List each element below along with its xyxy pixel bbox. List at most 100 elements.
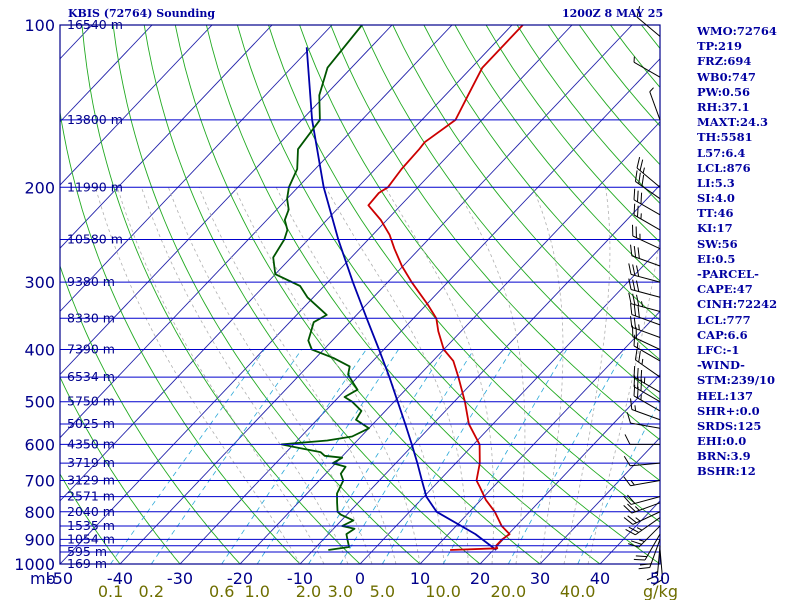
wind-barb-flag — [628, 526, 639, 533]
wind-barb-flag — [636, 280, 640, 292]
index-item: LCL:876 — [697, 160, 751, 175]
wind-barb-shaft — [659, 549, 664, 580]
index-item: KI:17 — [697, 221, 733, 236]
wind-barb-flag — [639, 563, 652, 566]
wind-barb-shaft — [633, 376, 661, 393]
wind-barb-shaft — [633, 395, 661, 412]
pressure-tick-label: 500 — [24, 393, 55, 412]
dry-adiabat-line — [81, 25, 361, 564]
isotherm-line — [359, 247, 660, 564]
mixing-ratio-line — [577, 399, 660, 564]
wind-barb — [633, 365, 661, 393]
wind-barb-flag — [638, 539, 645, 542]
moist-adiabat-line — [168, 187, 373, 564]
moist-adiabat-line — [117, 187, 325, 564]
wind-barb — [623, 455, 661, 467]
wind-barb-shaft — [633, 199, 661, 216]
wind-barb-shaft — [633, 345, 661, 362]
isotherm-line — [60, 25, 273, 249]
wind-barb-shaft — [631, 255, 661, 267]
isotherm-line — [419, 310, 660, 564]
height-label: 2040 m — [67, 504, 115, 519]
wind-barb-flag — [639, 159, 644, 171]
wind-barb-flag — [646, 575, 658, 581]
wind-barb-flag — [636, 367, 639, 380]
wind-barb — [623, 502, 661, 514]
mixing-ratio-label: 2.0 — [296, 582, 321, 600]
wind-barb-flag — [630, 316, 633, 328]
wind-barb — [633, 203, 661, 231]
pressure-tick-label: 1000 — [14, 555, 55, 574]
wind-barb-flag — [625, 528, 636, 536]
temperature-tick-label: -10 — [287, 569, 313, 588]
isotherm-line — [179, 58, 660, 564]
wind-barb-flag — [623, 505, 633, 514]
mixing-ratio-line — [339, 349, 475, 564]
wind-barb — [625, 517, 661, 536]
wind-barb-flag — [638, 567, 650, 570]
parcel-trace-line — [305, 47, 497, 551]
isotherm-line — [239, 121, 660, 564]
dry-adiabat-line — [112, 25, 421, 564]
pressure-tick-label: 900 — [24, 530, 55, 549]
pressure-tick-label: 100 — [24, 16, 55, 35]
station-title: KBIS (72764) Sounding — [68, 7, 216, 20]
height-label: 1535 m — [67, 518, 115, 533]
wind-barb-flag — [630, 480, 635, 486]
wind-barb-shaft — [636, 16, 661, 37]
height-label: 8330 m — [67, 310, 115, 325]
index-item: LI:5.3 — [697, 175, 735, 190]
mixing-ratio-label: 3.0 — [328, 582, 353, 600]
index-item: FRZ:694 — [697, 54, 752, 69]
wind-barb — [633, 188, 661, 216]
wind-barb — [628, 292, 661, 312]
index-item: CAP:6.6 — [697, 327, 748, 342]
temperature-tick-label: 10 — [410, 569, 430, 588]
height-label: 6534 m — [67, 369, 115, 384]
mixing-ratio-line — [110, 349, 265, 564]
wind-barb-flag — [633, 317, 637, 329]
wind-barb-flag — [623, 455, 631, 467]
isotherm-line — [60, 25, 513, 502]
height-label: 5025 m — [67, 416, 115, 431]
isotherm-line — [479, 373, 660, 564]
wind-barb — [633, 334, 661, 362]
pressure-tick-label: 800 — [24, 503, 55, 522]
temperature-tick-label: 20 — [470, 569, 490, 588]
wind-barb-flag — [638, 324, 640, 331]
moist-adiabat-line — [563, 187, 611, 564]
wind-barb-shaft — [635, 517, 661, 536]
wind-barb-flag — [633, 558, 646, 561]
pressure-tick-label: 200 — [24, 178, 55, 197]
wind-barb-flag — [627, 503, 636, 513]
dry-adiabat-line — [205, 25, 601, 564]
wind-barb-flag — [633, 365, 636, 378]
index-item: -PARCEL- — [697, 267, 759, 281]
wind-barb-flag — [638, 351, 641, 363]
index-item: LFC:-1 — [697, 342, 740, 357]
index-item: EHI:0.0 — [697, 434, 747, 449]
index-item: CAPE:47 — [697, 282, 753, 297]
wind-barb — [636, 6, 661, 37]
index-item: BSHR:12 — [697, 464, 756, 479]
temperature-tick-label: 40 — [590, 569, 610, 588]
sounding-profiles — [272, 25, 524, 551]
moist-adiabat-line — [384, 187, 495, 564]
isotherm-line — [539, 437, 660, 564]
index-item: PW:0.56 — [697, 84, 751, 99]
pressure-tick-label: 300 — [24, 273, 55, 292]
temperature-tick-label: 30 — [530, 569, 550, 588]
isotherm-line — [119, 25, 633, 564]
wind-barb — [636, 156, 661, 188]
temperature-tick-label: -30 — [167, 569, 193, 588]
wind-barb-flag — [634, 348, 638, 360]
moist-adiabat-line — [95, 187, 301, 564]
index-item: TH:5581 — [697, 130, 753, 145]
wind-barb-flag — [633, 188, 636, 200]
wind-barb-flag — [634, 170, 638, 182]
moist-adiabat-line — [325, 187, 469, 564]
pressure-tick-label: 600 — [24, 435, 55, 454]
wind-barb-flag — [634, 405, 637, 411]
